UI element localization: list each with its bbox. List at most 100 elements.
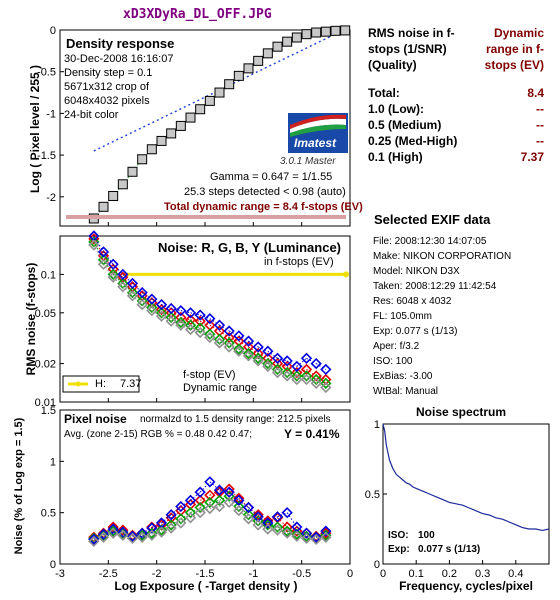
pixel-point-Y [184,512,197,524]
noise-point-Y [223,341,235,353]
noise-connector-B [277,357,288,362]
noise-point-B [107,258,119,270]
pixel-point-Y [88,535,100,548]
density-point [195,104,206,115]
pixel-point-B [281,507,293,519]
noise-point-B [126,277,139,290]
pixel-connector-Y [228,502,240,511]
summary-row-0-value: 8.4 [527,86,544,100]
pixel-point-Y [194,507,206,519]
pixel-connector-G [238,506,249,516]
noise-connector-Y [190,329,201,334]
noise-subtitle: in f-stops (EV) [264,256,334,268]
pixel-connector-Y [113,532,123,536]
noise-point-R [194,315,206,327]
noise-point-Y [165,315,177,327]
summary-header-left: RMS noise in f-stops (1/SNR) (Quality) [368,26,455,72]
density-title: Density response [66,36,175,51]
pixel-point-B [136,527,148,539]
pixel-connector-G [93,534,104,539]
density-point [291,32,302,43]
noise-point-B [97,246,110,258]
pixel-point-B [175,500,187,513]
noise-point-G [271,363,284,376]
summary-row-0-label: Total: [368,86,400,100]
noise-point-B [155,298,168,311]
noise-point-R [155,303,168,316]
summary-row-1-label: 1.0 (Low): [368,102,424,116]
pixel-point-B [204,476,216,488]
density-info-0: 30-Dec-2008 16:16:07 [64,53,174,65]
pixel-connector-G [228,495,240,507]
noise-connector-B [112,263,124,275]
pixel-point-Y [155,526,168,538]
pixel-ytick-label: 0 [50,559,56,571]
density-point [301,29,312,40]
noise-point-B [233,330,245,342]
noise-point-G [320,377,332,389]
exif-line-5: FL: 105.0mm [373,311,432,322]
exif-line-3: Taken: 2008:12:29 11:42:54 [373,281,497,292]
pixel-point-Y [126,532,139,544]
imatest-logo: Imatest [287,112,349,154]
pixel-point-Y [300,532,313,544]
pixel-connector-Y [238,510,249,520]
pixel-xtick-label: -3 [55,568,65,580]
noise-point-B [300,352,313,364]
density-point [243,63,254,74]
noise-note-1: f-stop (EV) [183,369,236,381]
density-point [137,154,148,165]
pixel-point-Y [242,513,255,525]
pixel-point-R [194,494,206,506]
summary-row-2-value: -- [536,118,544,132]
pixel-point-Y [233,504,245,517]
spectrum-xtick-label: 0.1 [409,568,424,580]
noise-connector-Y [112,276,124,288]
pixel-point-B [146,522,158,534]
pixel-connector-R [277,517,288,528]
pixel-point-B [126,530,139,542]
noise-point-B [184,307,197,319]
pixel-connector-Y [296,535,307,539]
pixel-point-G [271,521,284,533]
exif-line-0: File: 2008:12:30 14:07:05 [373,236,487,247]
pixel-point-Y [320,531,332,543]
exif-line-10: WtBal: Manual [373,386,439,397]
pixel-connector-Y [151,531,162,536]
density-point [311,27,322,38]
noise-point-G [136,295,148,307]
pixel-connector-R [267,517,278,522]
spectrum-iso-label: ISO: [388,530,409,541]
density-ytick-label: -2 [46,192,56,204]
pixel-point-B [194,486,206,498]
spectrum-ytick-label: 1 [374,419,380,431]
density-gamma: Gamma = 0.647 = 1/1.55 [210,171,333,183]
noise-connector-B [190,312,201,316]
noise-point-Y [136,298,148,311]
exif-line-7: Aper: f/3.2 [373,341,420,352]
noise-connector-B [171,308,181,312]
noise-point-G [300,370,313,382]
noise-point-R [310,370,322,382]
spectrum-xtick-label: 0.2 [442,568,457,580]
noise-point-B [310,357,322,370]
pixel-connector-B [199,481,211,493]
pixel-xtick-label: -2.5 [99,568,118,580]
density-point [185,112,196,123]
pixel-xtick-label: -1.5 [196,568,215,580]
pixel-point-Y [252,519,264,531]
noise-connector-R [112,268,124,278]
pixel-point-B [233,494,245,506]
pixel-point-G [213,494,226,506]
noise-point-B [271,352,284,364]
noise-ylabel: RMS noise (f-stops) [24,262,38,376]
density-point [330,25,341,36]
noise-point-Y [233,345,245,357]
density-point [204,95,215,106]
noise-connector-B [103,251,114,265]
noise-point-Y [271,366,284,379]
pixel-point-G [155,524,168,536]
noise-point-Y [242,350,255,362]
noise-point-B [165,302,177,315]
